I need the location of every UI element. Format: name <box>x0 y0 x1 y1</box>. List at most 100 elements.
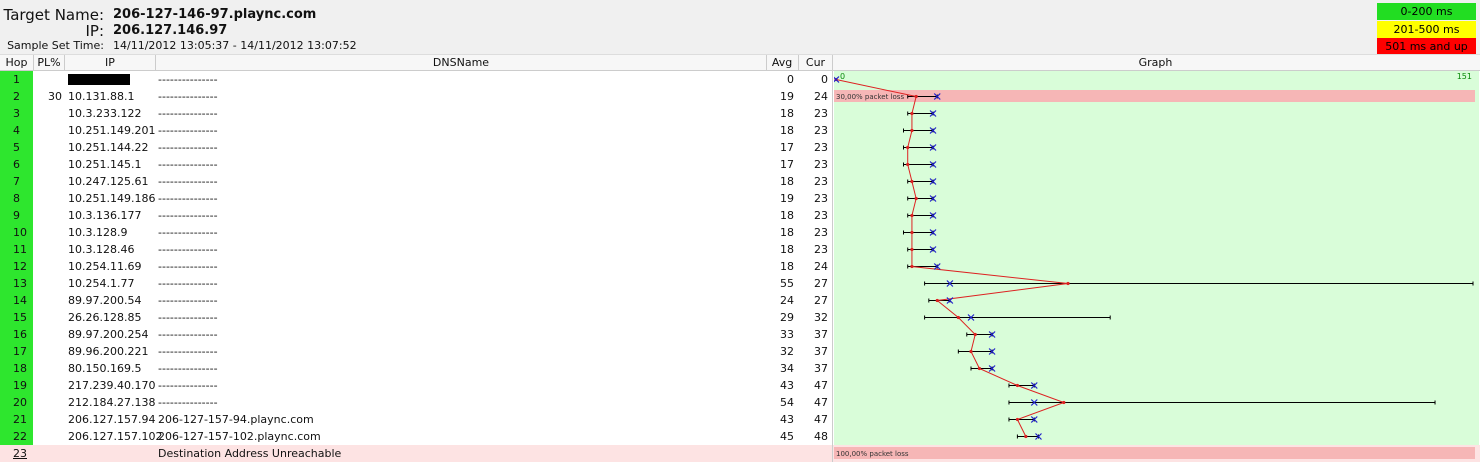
table-row[interactable]: 2 30 10.131.88.1 --------------- 19 24 <box>0 88 832 105</box>
cur-latency: 47 <box>814 413 828 426</box>
avg-point <box>910 264 914 269</box>
table-row[interactable]: 18 80.150.169.5 --------------- 34 37 <box>0 360 832 377</box>
ip-address: 10.251.149.201 <box>68 124 156 137</box>
table-row[interactable]: 22 206.127.157.102 206-127-157-102.plaync.… <box>0 428 832 445</box>
avg-latency: 45 <box>780 430 794 443</box>
hop-number: 22 <box>13 430 27 443</box>
cur-latency: 27 <box>814 294 828 307</box>
table-row[interactable]: 12 10.254.11.69 --------------- 18 24 <box>0 258 832 275</box>
hop-number: 11 <box>13 243 27 256</box>
avg-point <box>914 94 918 99</box>
hop-number: 19 <box>13 379 27 392</box>
hop-number: 1 <box>13 73 20 86</box>
ip-address: 217.239.40.170 <box>68 379 156 392</box>
ip-address: 10.247.125.61 <box>68 175 149 188</box>
cur-marker <box>1035 433 1042 440</box>
table-row[interactable]: 17 89.96.200.221 --------------- 32 37 <box>0 343 832 360</box>
cur-latency: 23 <box>814 141 828 154</box>
cur-latency: 0 <box>821 73 828 86</box>
dns-name: --------------- <box>158 379 218 392</box>
column-cur[interactable]: Cur <box>805 56 826 69</box>
hop-status-cell <box>0 71 33 88</box>
ip-address: 10.3.136.177 <box>68 209 142 222</box>
table-row[interactable]: 16 89.97.200.254 --------------- 33 37 <box>0 326 832 343</box>
hop-status-cell <box>0 360 33 377</box>
cur-latency: 23 <box>814 158 828 171</box>
hop-status-cell <box>0 326 33 343</box>
ip-address: 10.3.128.9 <box>68 226 128 239</box>
table-row[interactable]: 11 10.3.128.46 --------------- 18 23 <box>0 241 832 258</box>
table-row[interactable]: 9 10.3.136.177 --------------- 18 23 <box>0 207 832 224</box>
avg-point <box>910 247 914 252</box>
dns-name: --------------- <box>158 73 218 86</box>
dns-name: 206-127-157-102.plaync.com <box>158 430 321 443</box>
hop-status-cell <box>0 309 33 326</box>
cur-marker <box>929 178 937 185</box>
cur-marker <box>929 246 937 253</box>
avg-point <box>914 196 918 201</box>
hop-status-cell <box>0 105 33 122</box>
avg-latency: 43 <box>780 413 794 426</box>
dns-name: --------------- <box>158 124 218 137</box>
column-dnsname[interactable]: DNSName <box>432 56 490 69</box>
axis-max-label: 151 <box>1457 72 1472 81</box>
hop-number: 2 <box>13 90 20 103</box>
avg-latency: 0 <box>787 73 794 86</box>
cur-marker <box>929 161 937 168</box>
table-row[interactable]: 20 212.184.27.138 --------------- 54 47 <box>0 394 832 411</box>
cur-marker <box>1030 416 1038 423</box>
hop-number: 21 <box>13 413 27 426</box>
hop-status-cell <box>0 207 33 224</box>
table-row[interactable]: 6 10.251.145.1 --------------- 17 23 <box>0 156 832 173</box>
dns-name: --------------- <box>158 243 218 256</box>
table-row[interactable]: 3 10.3.233.122 --------------- 18 23 <box>0 105 832 122</box>
avg-latency-line <box>835 79 1069 437</box>
avg-point <box>910 213 914 218</box>
cur-marker <box>967 314 975 321</box>
hop-status-cell <box>0 241 33 258</box>
table-row[interactable]: 7 10.247.125.61 --------------- 18 23 <box>0 173 832 190</box>
cur-marker <box>834 76 840 83</box>
table-row[interactable]: 14 89.97.200.54 --------------- 24 27 <box>0 292 832 309</box>
ip-address: 212.184.27.138 <box>68 396 156 409</box>
axis-min-label: 0 <box>840 72 845 81</box>
table-row[interactable]: 4 10.251.149.201 --------------- 18 23 <box>0 122 832 139</box>
hop-number: 15 <box>13 311 27 324</box>
column-graph[interactable]: Graph <box>1138 56 1173 69</box>
ip-value: 206.127.146.97 <box>113 23 228 38</box>
legend-high-latency: 501 ms and up <box>1377 38 1476 55</box>
column-hop[interactable]: Hop <box>5 56 28 69</box>
cur-latency: 24 <box>814 260 828 273</box>
table-row[interactable]: 10 10.3.128.9 --------------- 18 23 <box>0 224 832 241</box>
table-row[interactable]: 13 10.254.1.77 --------------- 55 27 <box>0 275 832 292</box>
table-row[interactable]: 1 --------------- 0 0 <box>0 71 832 88</box>
avg-latency: 19 <box>780 192 794 205</box>
table-row[interactable]: 21 206.127.157.94 206-127-157-94.plaync.co… <box>0 411 832 428</box>
avg-point <box>969 349 973 354</box>
avg-latency: 18 <box>780 209 794 222</box>
table-row[interactable]: 15 26.26.128.85 --------------- 29 32 <box>0 309 832 326</box>
avg-latency: 54 <box>780 396 794 409</box>
column-pl[interactable]: PL% <box>37 56 61 69</box>
hop-number: 4 <box>13 124 20 137</box>
graph-background <box>834 71 1479 445</box>
table-row[interactable]: 19 217.239.40.170 --------------- 43 47 <box>0 377 832 394</box>
cur-marker <box>988 365 996 372</box>
packet-loss-bar-destination <box>834 447 1475 459</box>
cur-latency: 27 <box>814 277 828 290</box>
cur-latency: 48 <box>814 430 828 443</box>
avg-latency: 34 <box>780 362 794 375</box>
cur-latency: 47 <box>814 396 828 409</box>
avg-latency: 55 <box>780 277 794 290</box>
table-row[interactable]: 8 10.251.149.186 --------------- 19 23 <box>0 190 832 207</box>
hop-status-cell <box>0 292 33 309</box>
ip-address: 89.97.200.254 <box>68 328 149 341</box>
column-avg[interactable]: Avg <box>771 56 793 69</box>
dns-name: --------------- <box>158 396 218 409</box>
cur-marker <box>946 280 954 287</box>
redacted-ip <box>68 74 130 85</box>
table-row[interactable]: 5 10.251.144.22 --------------- 17 23 <box>0 139 832 156</box>
hop-status-cell <box>0 224 33 241</box>
hop-status-cell <box>0 190 33 207</box>
column-ip[interactable]: IP <box>105 56 115 69</box>
